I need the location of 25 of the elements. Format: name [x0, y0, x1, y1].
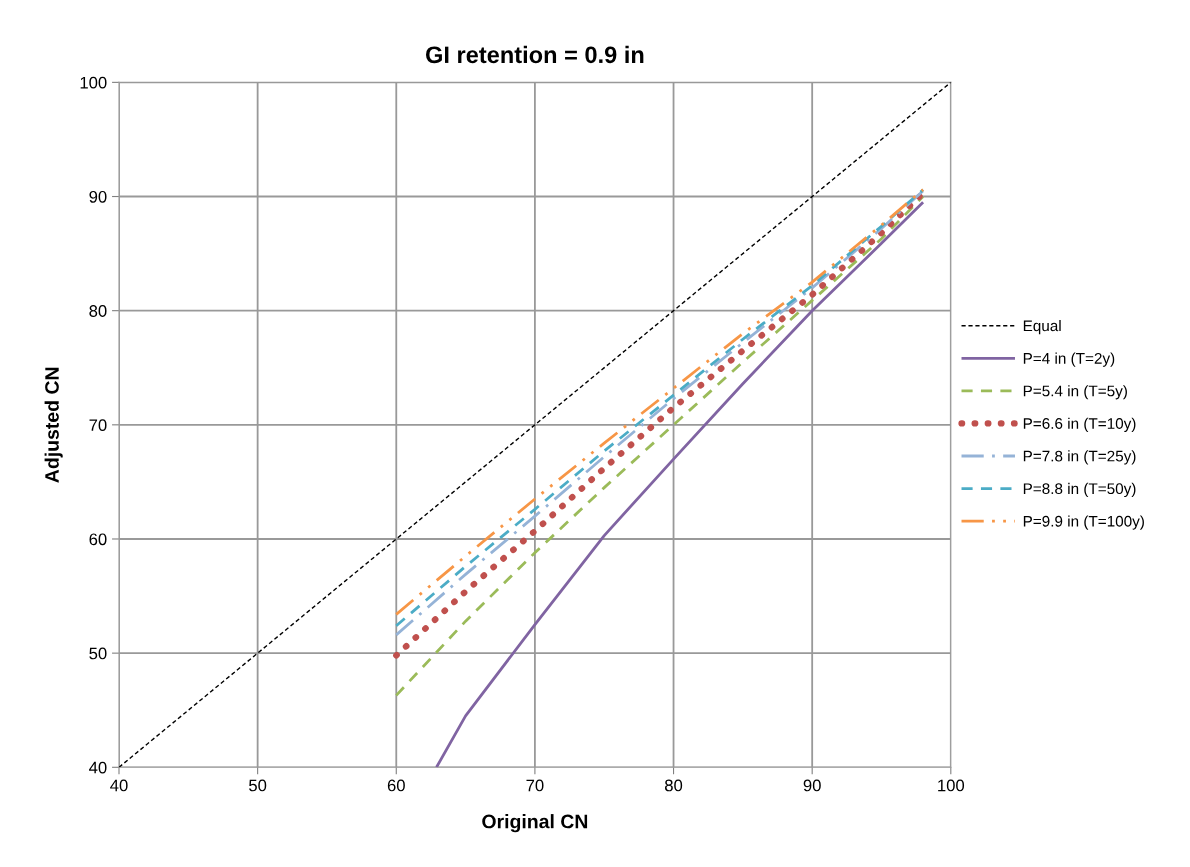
x-tick-label: 90: [803, 779, 821, 792]
legend-label: P=7.8 in (T=25y): [1023, 450, 1136, 465]
x-axis-title: Original CN: [482, 814, 588, 833]
x-tick-label: 70: [526, 779, 544, 792]
legend-label: P=6.6 in (T=10y): [1023, 417, 1136, 432]
x-tick-label: 80: [665, 779, 683, 792]
legend-label: Equal: [1023, 319, 1061, 335]
chart-title: GI retention = 0.9 in: [426, 45, 644, 64]
legend-label: P=9.9 in (T=100y): [1023, 515, 1144, 530]
legend-label: P=8.8 in (T=50y): [1023, 482, 1136, 498]
y-tick-label: 60: [89, 533, 107, 546]
y-tick-label: 100: [80, 76, 107, 89]
y-tick-label: 40: [89, 761, 107, 774]
line-series: [435, 200, 925, 768]
y-axis-title: Adjusted CN: [44, 367, 63, 483]
y-tick-label: 70: [89, 419, 107, 432]
x-tick-label: 40: [110, 779, 128, 792]
legend-label: P=4 in (T=2y): [1023, 352, 1115, 367]
legend-label: P=5.4 in (T=5y): [1023, 385, 1127, 400]
x-tick-label: 50: [249, 779, 267, 792]
x-tick-label: 100: [938, 779, 965, 792]
y-tick-label: 50: [89, 647, 107, 660]
y-tick-label: 80: [89, 305, 107, 317]
x-tick-label: 60: [387, 779, 405, 792]
y-tick-label: 90: [89, 190, 107, 203]
